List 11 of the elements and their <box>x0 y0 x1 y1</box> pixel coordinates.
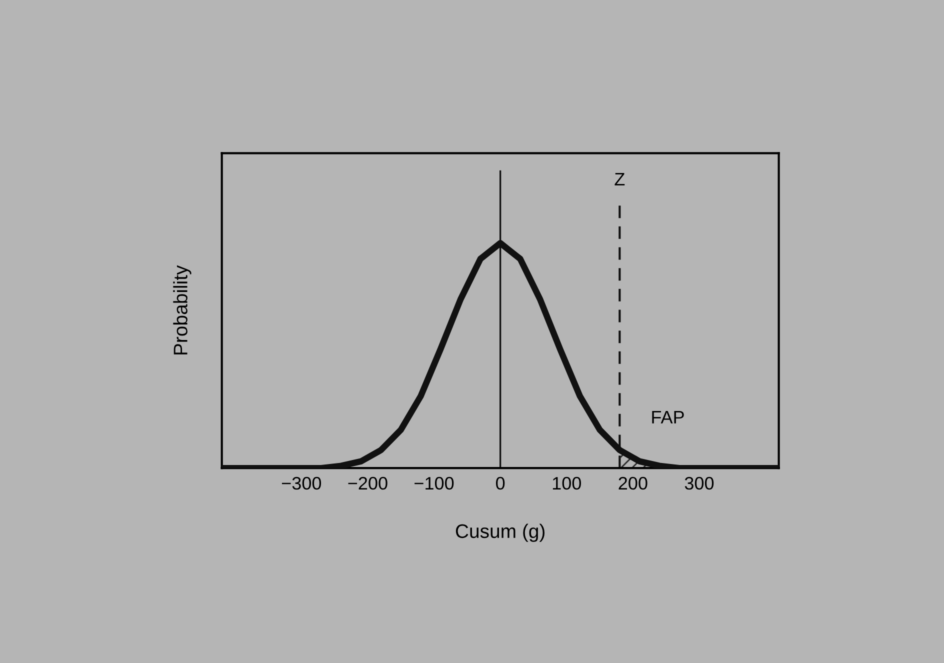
x-tick-label: 100 <box>552 476 581 490</box>
x-tick-label: 300 <box>684 476 714 490</box>
x-tick-label: −300 <box>282 476 322 490</box>
x-tick-label: −200 <box>348 476 388 490</box>
x-tick-label: 200 <box>618 476 648 490</box>
x-axis-title: Cusum (g) <box>456 524 544 542</box>
annotation: FAP <box>652 410 684 424</box>
x-tick-label: 0 <box>496 476 505 490</box>
x-tick-label: −100 <box>414 476 454 490</box>
ref-line-label: Z <box>614 172 625 186</box>
y-axis-title: Probability <box>173 265 192 354</box>
